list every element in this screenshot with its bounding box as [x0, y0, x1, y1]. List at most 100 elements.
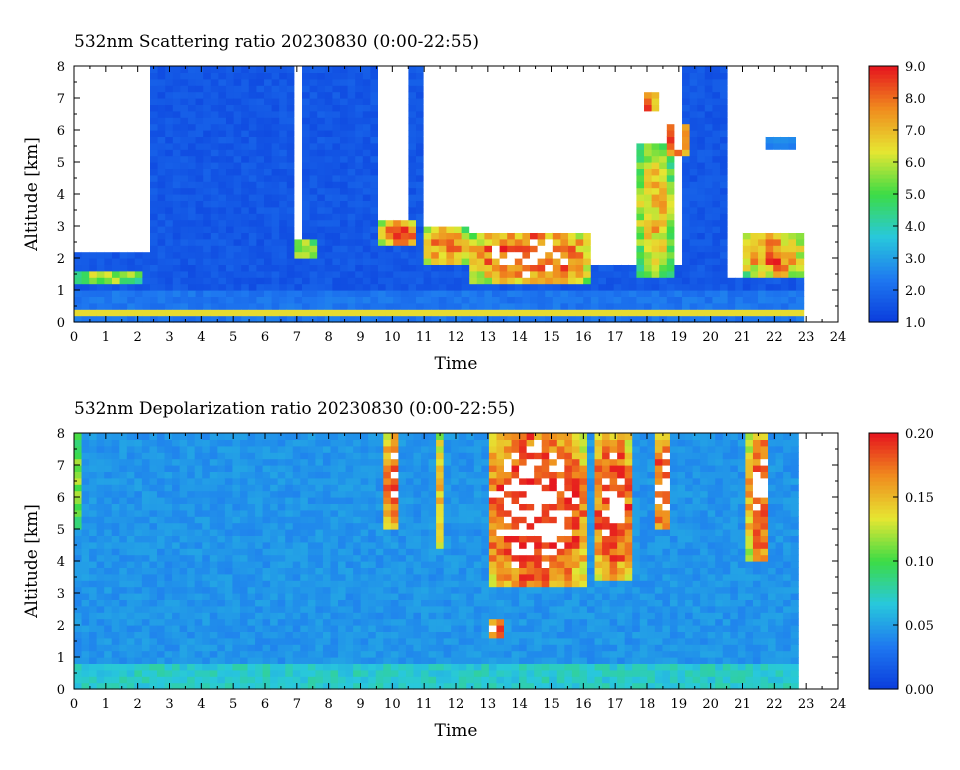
heatmap-cell — [758, 136, 767, 144]
heatmap-cell — [187, 631, 196, 639]
heatmap-cell — [545, 117, 554, 125]
heatmap-cell — [195, 98, 204, 105]
heatmap-cell — [74, 650, 83, 658]
heatmap-cell — [720, 130, 729, 137]
colorbar-tick-label: 5.0 — [905, 188, 926, 203]
heatmap-cell — [164, 458, 173, 466]
heatmap-cell — [96, 644, 105, 652]
heatmap-cell — [203, 142, 212, 150]
heatmap-cell — [514, 168, 524, 176]
heatmap-cell — [180, 309, 189, 317]
heatmap-cell — [537, 181, 546, 189]
heatmap-cell — [674, 123, 683, 131]
heatmap-cell — [233, 130, 242, 137]
heatmap-cell — [492, 213, 501, 221]
heatmap-cell — [484, 78, 493, 86]
heatmap-cell — [347, 66, 356, 73]
heatmap-cell — [180, 85, 189, 93]
heatmap-cell — [104, 302, 113, 310]
heatmap-cell — [81, 535, 90, 543]
heatmap-cell — [96, 586, 105, 594]
heatmap-cell — [575, 98, 584, 105]
heatmap-cell — [796, 168, 805, 176]
heatmap-cell — [780, 149, 790, 157]
heatmap-cell — [796, 98, 805, 105]
heatmap-cell — [644, 277, 653, 285]
heatmap-cell — [111, 593, 120, 600]
heatmap-cell — [241, 66, 250, 73]
heatmap-cell — [119, 503, 128, 511]
heatmap-cell — [416, 181, 425, 189]
heatmap-cell — [522, 78, 531, 86]
heatmap-cell — [233, 123, 242, 131]
heatmap-cell — [454, 206, 463, 214]
heatmap-cell — [340, 149, 349, 157]
heatmap-cell — [469, 162, 478, 169]
heatmap-cell — [727, 302, 736, 310]
heatmap-cell — [302, 110, 311, 118]
heatmap-cell — [232, 625, 241, 632]
heatmap-cell — [224, 484, 234, 492]
heatmap-cell — [309, 136, 318, 144]
heatmap-cell — [606, 258, 615, 265]
heatmap-cell — [224, 529, 234, 536]
heatmap-cell — [507, 258, 516, 265]
heatmap-cell — [340, 251, 349, 259]
heatmap-cell — [96, 226, 106, 233]
heatmap-cell — [575, 270, 584, 278]
heatmap-cell — [150, 149, 159, 157]
heatmap-cell — [271, 270, 280, 278]
heatmap-cell — [644, 181, 653, 189]
heatmap-cell — [226, 78, 235, 86]
heatmap-cell — [628, 251, 638, 259]
heatmap-cell — [370, 123, 379, 131]
colorbar-segment — [869, 206, 898, 211]
heatmap-cell — [233, 283, 242, 291]
heatmap-cell — [773, 98, 782, 105]
heatmap-cell — [112, 181, 121, 189]
heatmap-cell — [217, 676, 226, 684]
heatmap-cell — [606, 206, 615, 214]
heatmap-cell — [613, 251, 622, 259]
heatmap-cell — [81, 296, 90, 304]
colorbar-segment — [869, 166, 898, 171]
heatmap-cell — [735, 264, 744, 272]
heatmap-cell — [621, 283, 630, 291]
heatmap-cell — [697, 78, 706, 86]
heatmap-cell — [750, 66, 759, 73]
heatmap-cell — [742, 85, 752, 93]
heatmap-cell — [156, 465, 166, 472]
heatmap-cell — [651, 91, 660, 99]
heatmap-cell — [126, 669, 135, 677]
heatmap-cell — [651, 155, 660, 163]
heatmap-cell — [423, 181, 432, 189]
heatmap-cell — [370, 194, 379, 201]
heatmap-cell — [89, 98, 98, 105]
heatmap-cell — [119, 142, 128, 150]
heatmap-cell — [765, 174, 774, 182]
heatmap-cell — [750, 162, 759, 169]
heatmap-cell — [720, 78, 729, 86]
heatmap-cell — [150, 194, 159, 201]
heatmap-cell — [735, 98, 744, 105]
heatmap-cell — [788, 206, 797, 214]
heatmap-cell — [522, 110, 531, 118]
heatmap-cell — [111, 541, 120, 549]
heatmap-cell — [575, 258, 584, 265]
heatmap-cell — [393, 162, 402, 169]
heatmap-cell — [590, 277, 600, 285]
heatmap-cell — [590, 72, 600, 80]
heatmap-cell — [408, 181, 417, 189]
heatmap-cell — [735, 226, 744, 233]
heatmap-cell — [750, 290, 759, 297]
heatmap-cell — [233, 226, 242, 233]
heatmap-cell — [150, 219, 159, 227]
heatmap-cell — [788, 219, 797, 227]
heatmap-cell — [157, 123, 166, 131]
heatmap-cell — [172, 631, 181, 639]
heatmap-cell — [256, 91, 265, 99]
heatmap-cell — [156, 580, 166, 588]
heatmap-cell — [416, 98, 425, 105]
heatmap-cell — [126, 618, 135, 626]
heatmap-cell — [74, 181, 83, 189]
